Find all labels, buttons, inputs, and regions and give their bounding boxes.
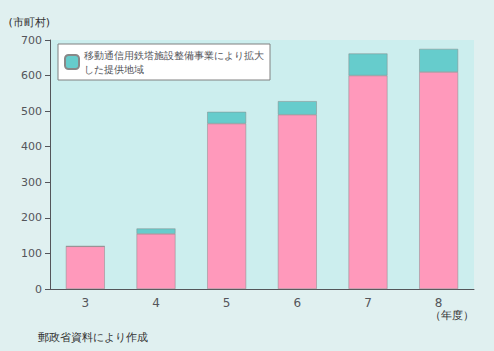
- svg-text:した提供地域: した提供地域: [84, 64, 144, 75]
- svg-text:(市町村): (市町村): [8, 16, 50, 29]
- svg-text:移動通信用鉄塔施設整備事業により拡大: 移動通信用鉄塔施設整備事業により拡大: [84, 50, 264, 61]
- svg-text:7: 7: [364, 296, 372, 310]
- svg-text:8: 8: [435, 296, 443, 310]
- svg-text:600: 600: [21, 69, 42, 82]
- svg-text:300: 300: [21, 176, 42, 189]
- svg-text:100: 100: [21, 247, 42, 260]
- svg-text:3: 3: [82, 296, 90, 310]
- svg-text:4: 4: [152, 296, 160, 310]
- svg-text:（年度）: （年度）: [430, 309, 474, 322]
- svg-text:6: 6: [294, 296, 302, 310]
- svg-text:郵政省資料により作成: 郵政省資料により作成: [38, 331, 148, 344]
- svg-text:500: 500: [21, 105, 42, 118]
- svg-text:200: 200: [21, 211, 42, 224]
- svg-text:400: 400: [21, 140, 42, 153]
- svg-text:5: 5: [223, 296, 231, 310]
- svg-text:0: 0: [35, 283, 42, 296]
- svg-text:700: 700: [21, 34, 42, 47]
